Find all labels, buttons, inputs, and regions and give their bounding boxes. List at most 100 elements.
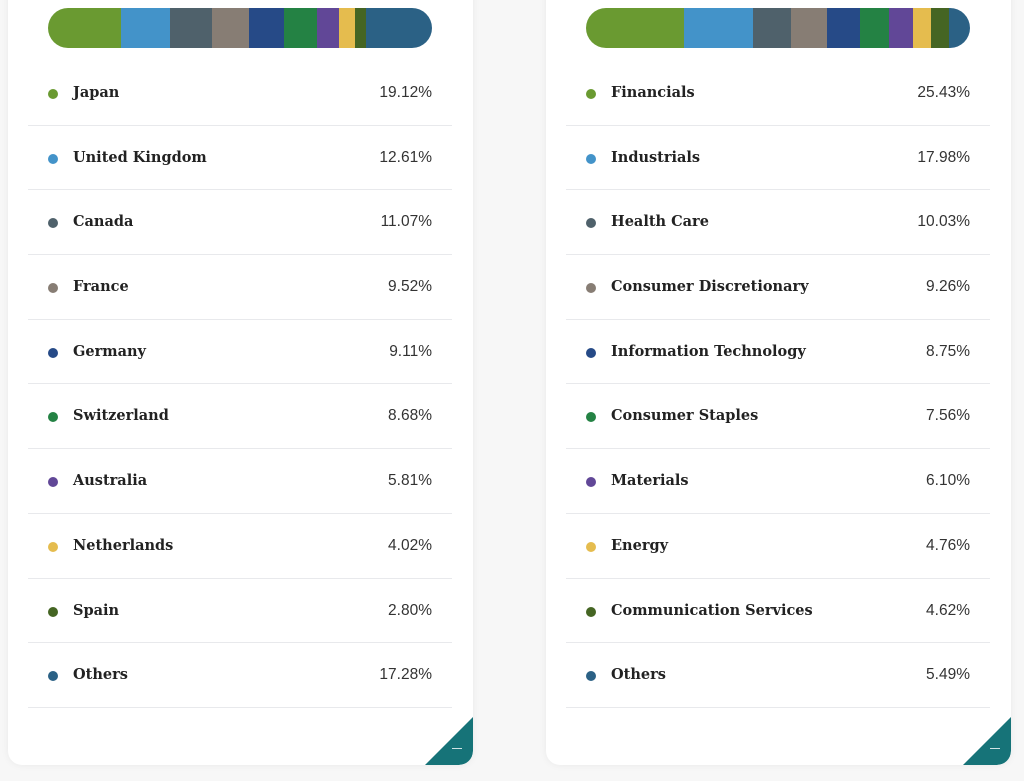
list-item: Netherlands 4.02% xyxy=(28,514,452,579)
list-item: Information Technology 8.75% xyxy=(566,320,990,385)
item-value: 19.12% xyxy=(379,84,432,101)
bar-segment xyxy=(912,8,932,48)
bar-segment xyxy=(948,8,970,48)
legend-dot-icon xyxy=(586,347,596,358)
bar-segment xyxy=(752,8,792,48)
legend-dot-icon xyxy=(586,477,596,488)
legend-dot-icon xyxy=(586,671,596,682)
list-item: Spain 2.80% xyxy=(28,579,452,644)
item-label: France xyxy=(73,278,129,296)
item-label: Information Technology xyxy=(611,342,806,360)
item-label: Others xyxy=(73,666,128,684)
item-value: 17.28% xyxy=(379,666,432,684)
legend-dot-icon xyxy=(48,477,58,488)
country-list: Japan 19.12% United Kingdom 12.61% Canad… xyxy=(28,61,452,708)
legend-dot-icon xyxy=(586,283,596,294)
sector-allocation-card: Financials 25.43% Industrials 17.98% Hea… xyxy=(546,0,1011,765)
item-value: 9.52% xyxy=(388,278,432,296)
list-item: Switzerland 8.68% xyxy=(28,384,452,450)
item-value: 7.56% xyxy=(926,407,970,425)
country-allocation-card: Japan 19.12% United Kingdom 12.61% Canad… xyxy=(8,0,473,765)
legend-dot-icon xyxy=(48,347,58,358)
item-value: 8.68% xyxy=(388,407,432,425)
bar-segment xyxy=(365,8,432,48)
legend-dot-icon xyxy=(586,218,596,229)
bar-segment xyxy=(248,8,284,48)
collapse-button[interactable] xyxy=(425,717,473,765)
bar-segment xyxy=(48,8,122,48)
list-item: Financials 25.43% xyxy=(566,61,990,126)
list-item: United Kingdom 12.61% xyxy=(28,126,452,191)
legend-dot-icon xyxy=(586,541,596,552)
item-value: 8.75% xyxy=(926,342,970,360)
legend-dot-icon xyxy=(586,412,596,423)
item-value: 25.43% xyxy=(917,84,970,101)
item-label: Financials xyxy=(611,84,695,101)
legend-dot-icon xyxy=(48,412,58,423)
item-value: 11.07% xyxy=(380,213,432,231)
list-item: Communication Services 4.62% xyxy=(566,579,990,644)
list-item: Materials 6.10% xyxy=(566,449,990,514)
item-label: Consumer Staples xyxy=(611,407,759,425)
sector-list: Financials 25.43% Industrials 17.98% Hea… xyxy=(566,61,990,708)
collapse-button[interactable] xyxy=(963,717,1011,765)
item-label: Energy xyxy=(611,536,669,554)
item-label: Spain xyxy=(73,601,120,619)
minus-icon xyxy=(990,747,1000,749)
legend-dot-icon xyxy=(48,671,58,682)
item-value: 9.26% xyxy=(926,278,970,296)
legend-dot-icon xyxy=(586,606,596,617)
bar-segment xyxy=(791,8,827,48)
list-item: Industrials 17.98% xyxy=(566,126,990,191)
bar-segment xyxy=(169,8,213,48)
list-item: Consumer Staples 7.56% xyxy=(566,384,990,450)
list-item: France 9.52% xyxy=(28,255,452,320)
bar-segment xyxy=(354,8,366,48)
list-item: Others 5.49% xyxy=(566,643,990,708)
item-value: 12.61% xyxy=(379,148,432,166)
item-value: 2.80% xyxy=(388,601,432,619)
bar-segment xyxy=(212,8,249,48)
bar-segment xyxy=(931,8,949,48)
item-value: 5.49% xyxy=(926,666,970,684)
list-item: Others 17.28% xyxy=(28,643,452,708)
list-item: Health Care 10.03% xyxy=(566,190,990,256)
bar-segment xyxy=(683,8,753,48)
list-item: Energy 4.76% xyxy=(566,514,990,579)
bar-segment xyxy=(889,8,913,48)
bar-segment xyxy=(826,8,861,48)
item-value: 6.10% xyxy=(926,472,970,490)
item-value: 4.76% xyxy=(926,536,970,554)
item-value: 4.02% xyxy=(388,536,432,554)
legend-dot-icon xyxy=(48,283,58,294)
item-label: Consumer Discretionary xyxy=(611,278,809,296)
item-label: Industrials xyxy=(611,148,701,166)
legend-dot-icon xyxy=(586,153,596,164)
item-value: 4.62% xyxy=(926,601,970,619)
item-value: 5.81% xyxy=(388,472,432,490)
legend-dot-icon xyxy=(48,541,58,552)
legend-dot-icon xyxy=(48,89,58,99)
bar-segment xyxy=(121,8,170,48)
legend-dot-icon xyxy=(586,89,596,99)
item-label: United Kingdom xyxy=(73,148,207,166)
sector-allocation-bar xyxy=(586,8,970,48)
item-label: Japan xyxy=(73,84,120,101)
list-item: Canada 11.07% xyxy=(28,190,452,256)
item-label: Others xyxy=(611,666,666,684)
minus-icon xyxy=(452,747,462,749)
country-allocation-bar xyxy=(48,8,432,48)
legend-dot-icon xyxy=(48,606,58,617)
item-value: 9.11% xyxy=(389,342,432,360)
list-item: Consumer Discretionary 9.26% xyxy=(566,255,990,320)
list-item: Japan 19.12% xyxy=(28,61,452,126)
item-label: Germany xyxy=(73,342,146,360)
bar-segment xyxy=(586,8,684,48)
item-label: Australia xyxy=(73,472,148,490)
legend-dot-icon xyxy=(48,153,58,164)
item-label: Switzerland xyxy=(73,407,169,425)
item-label: Communication Services xyxy=(611,601,813,619)
item-label: Netherlands xyxy=(73,536,174,554)
item-value: 17.98% xyxy=(917,148,970,166)
list-item: Australia 5.81% xyxy=(28,449,452,514)
